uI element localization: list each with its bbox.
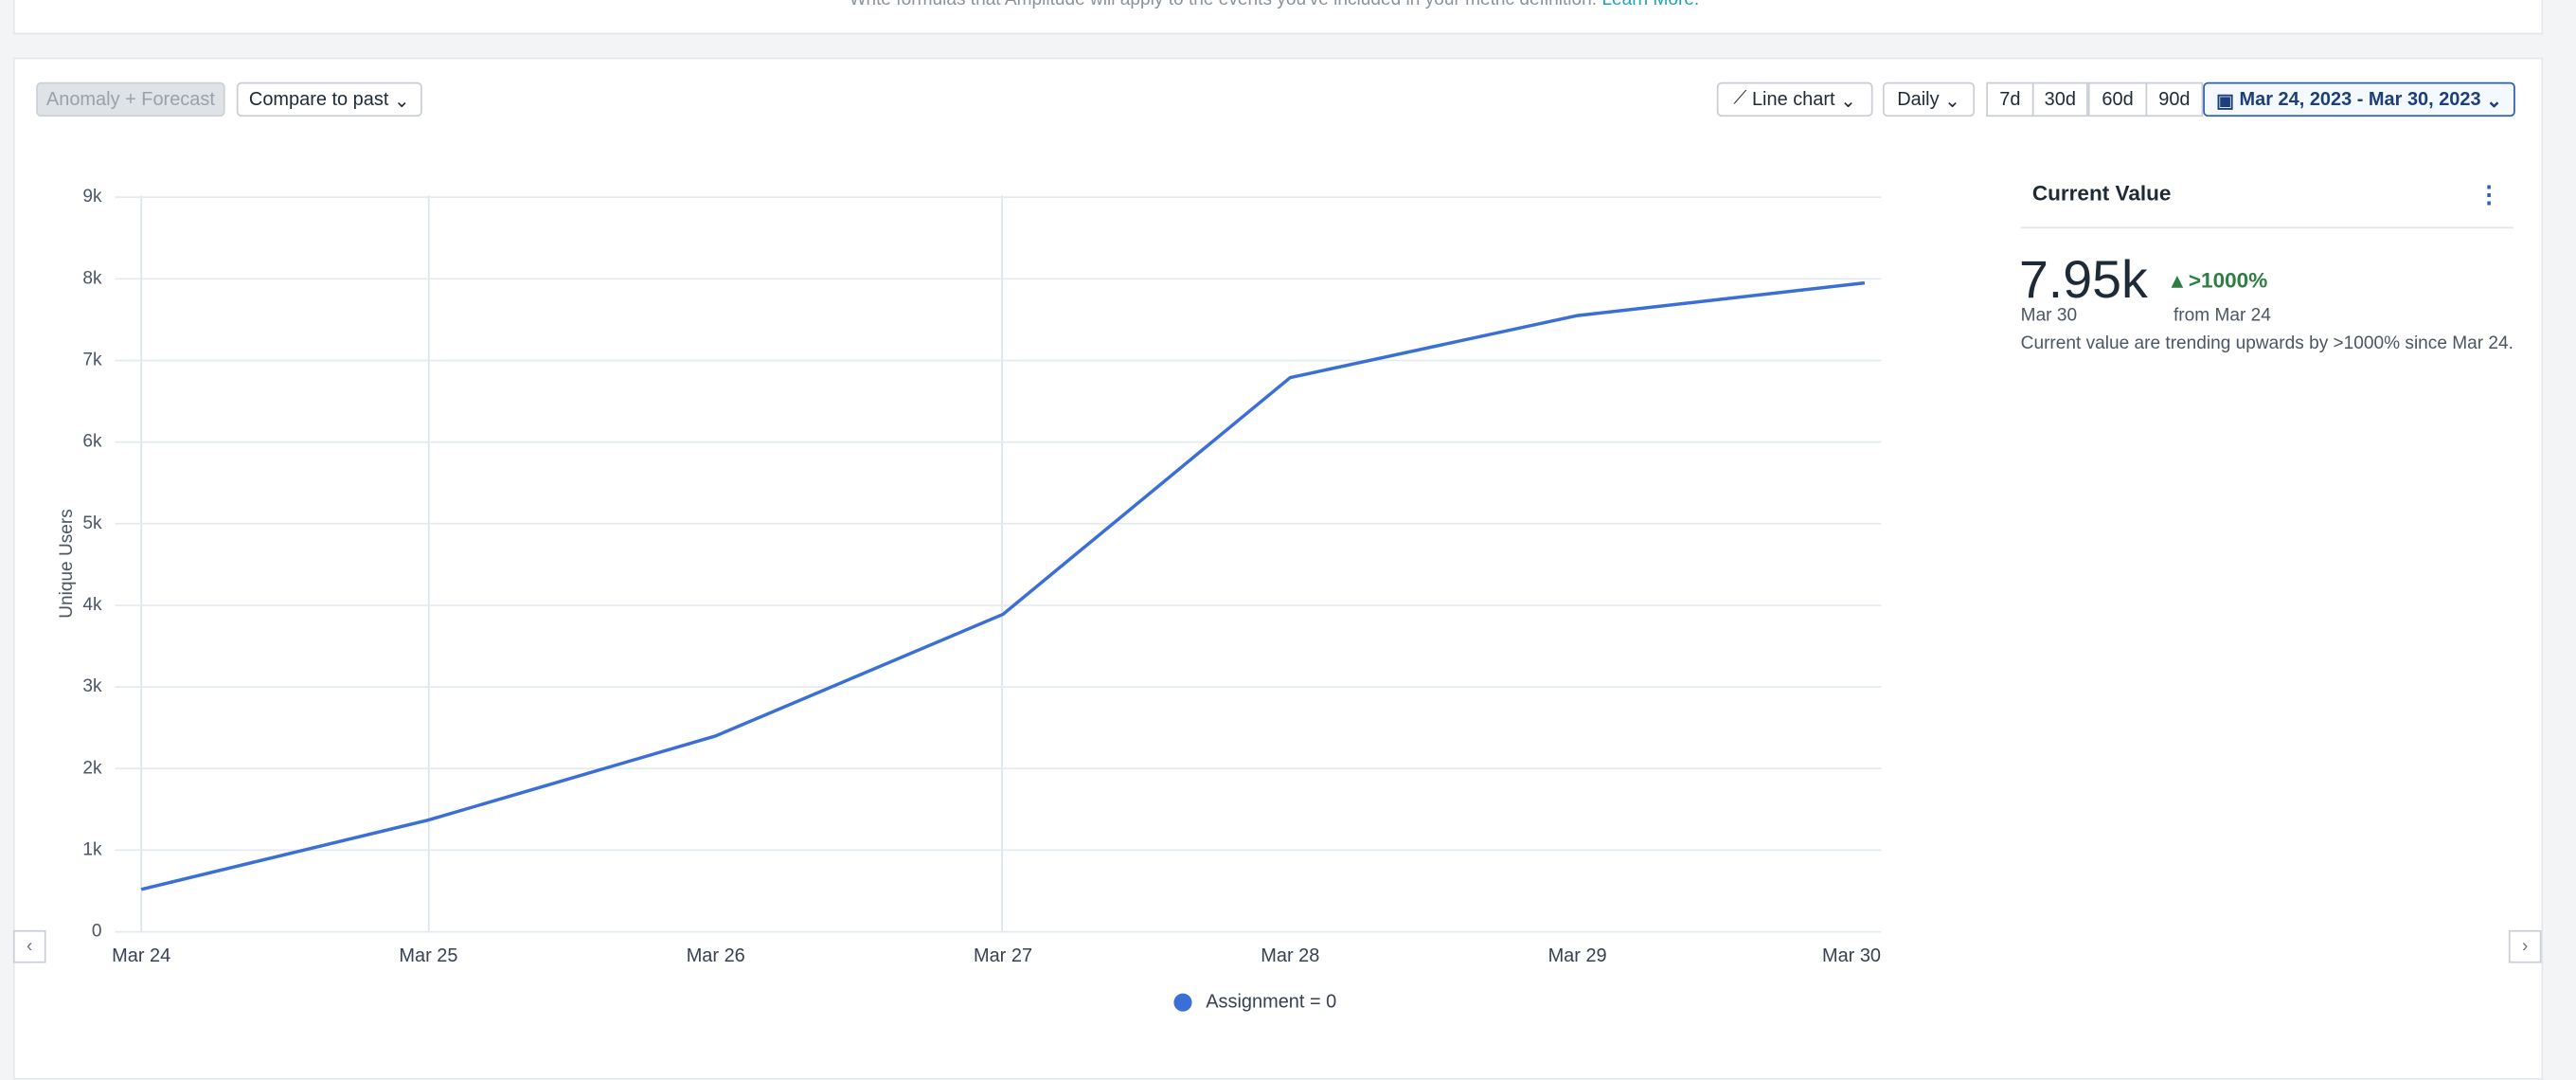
y-tick-label: 2k <box>82 758 102 778</box>
range-button[interactable]: 7d <box>1986 81 2034 117</box>
prev-arrow[interactable]: ‹ <box>12 929 46 963</box>
stage: Write formulas that Amplitude will apply… <box>12 0 2544 1080</box>
panel-title: Current Value <box>2031 180 2172 206</box>
compare-button[interactable]: Compare to past ⌄ <box>236 81 422 117</box>
y-tick-label: 1k <box>82 839 102 859</box>
y-tick-label: 6k <box>82 432 102 452</box>
more-menu[interactable]: ⋮ <box>2477 180 2501 207</box>
date-range-button[interactable]: ▣ Mar 24, 2023 - Mar 30, 2023 ⌄ <box>2203 81 2515 117</box>
banner: Write formulas that Amplitude will apply… <box>850 0 1699 9</box>
legend-marker <box>1173 993 1192 1012</box>
banner-text: Write formulas that Amplitude will apply… <box>849 0 1598 10</box>
interval-button[interactable]: Daily ⌄ <box>1882 81 1976 117</box>
panel-divider <box>2020 226 2514 229</box>
chart: Unique Users 0 1k 2k 3k 4k 5k 6k 7k 8k 9k Mar 24 Ma… <box>57 187 1882 1012</box>
next-arrow[interactable]: › <box>2508 929 2542 963</box>
y-tick-label: 7k <box>82 351 102 370</box>
compare-label: Compare to past <box>248 89 389 110</box>
change-value: >1000% <box>2188 267 2268 293</box>
chart-type-button[interactable]: ⟋ Line chart ⌄ <box>1716 81 1873 117</box>
series-line <box>140 280 1866 891</box>
current-date: Mar 30 <box>2020 305 2078 326</box>
anomaly-button[interactable]: Anomaly + Forecast <box>36 81 225 117</box>
description: Current value are trending upwards by >1… <box>2020 333 2513 353</box>
y-tick-label: 3k <box>82 676 102 696</box>
date-range-label: Mar 24, 2023 - Mar 30, 2023 <box>2239 89 2481 110</box>
legend-label: Assignment = 0 <box>1206 991 1336 1012</box>
y-tick-label: 9k <box>82 187 102 207</box>
interval-label: Daily <box>1897 89 1940 110</box>
y-axis-label: Unique Users <box>57 509 77 619</box>
x-tick-label: Mar 28 <box>1261 945 1319 966</box>
y-tick-label: 0 <box>92 922 102 942</box>
page: {"banner":{"text":"Write formulas that A… <box>12 0 2544 1080</box>
formula-card: Write formulas that Amplitude will apply… <box>12 0 2544 35</box>
y-tick-label: 4k <box>82 595 102 615</box>
y-tick-label: 8k <box>82 268 102 288</box>
chart-type-label: Line chart <box>1751 89 1835 110</box>
range-button[interactable]: 90d <box>2145 81 2204 117</box>
range-button[interactable]: 60d <box>2087 81 2148 117</box>
y-tick-label: 5k <box>82 513 102 533</box>
current-value: 7.95k <box>2018 249 2148 310</box>
x-tick-label: Mar 24 <box>112 945 170 966</box>
x-tick-label: Mar 27 <box>974 945 1032 966</box>
x-tick-label: Mar 26 <box>687 945 745 966</box>
x-tick-label: Mar 30 <box>1822 945 1881 966</box>
learn-more-link[interactable]: Learn More. <box>1601 0 1700 10</box>
from-date: from Mar 24 <box>2174 305 2271 326</box>
x-tick-label: Mar 29 <box>1548 945 1607 966</box>
change: ▴ >1000% <box>2172 267 2268 293</box>
x-tick-label: Mar 25 <box>399 945 457 966</box>
range-button[interactable]: 30d <box>2031 81 2088 117</box>
